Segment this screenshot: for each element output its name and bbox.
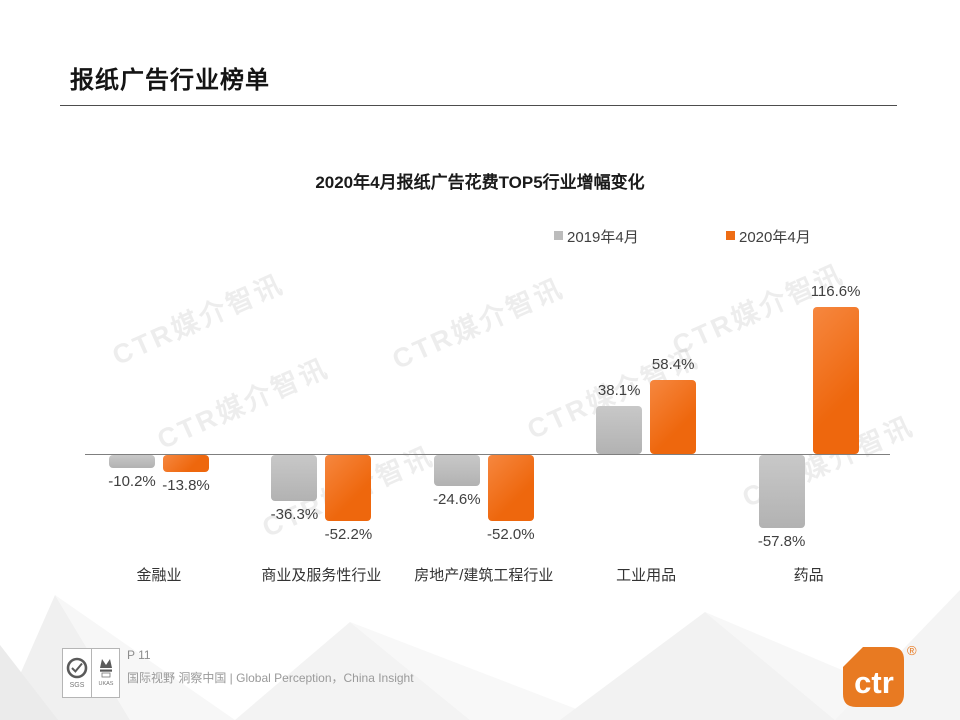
bar-2019年4月-商业及服务性行业 (271, 455, 318, 501)
bar-2019年4月-金融业 (109, 455, 155, 468)
bar-2020年4月-工业用品 (650, 380, 697, 454)
value-label-2020年4月-商业及服务性行业: -52.2% (324, 525, 373, 543)
value-label-2019年4月-房地产/建筑工程行业: -24.6% (433, 490, 481, 508)
ctr-logo: ctr (843, 647, 904, 707)
bar-2020年4月-药品 (812, 307, 859, 454)
bar-2020年4月-房地产/建筑工程行业 (487, 455, 534, 521)
footer-tagline: 国际视野 洞察中国 | Global Perception，China Insi… (127, 671, 414, 685)
legend-label-2019: 2019年4月 (567, 229, 639, 246)
watermark: CTR媒介智讯 (152, 352, 334, 456)
bar-2020年4月-金融业 (163, 455, 209, 473)
bar-2019年4月-药品 (758, 455, 805, 528)
svg-text:UKAS: UKAS (98, 681, 113, 687)
value-label-2019年4月-工业用品: 38.1% (597, 381, 641, 399)
ukas-crown-icon: UKAS (98, 659, 113, 687)
value-label-2019年4月-药品: -57.8% (757, 532, 806, 550)
certification-badges: SGS UKAS (62, 648, 120, 698)
background-polygons (0, 590, 960, 720)
legend-label-2020: 2020年4月 (739, 229, 811, 246)
watermark: CTR媒介智讯 (387, 272, 569, 376)
legend-swatch-2019 (554, 231, 563, 240)
category-label-房地产/建筑工程行业: 房地产/建筑工程行业 (414, 567, 554, 584)
svg-text:ctr: ctr (854, 665, 894, 700)
value-label-2020年4月-工业用品: 58.4% (651, 356, 695, 374)
bar-2020年4月-商业及服务性行业 (325, 455, 372, 521)
value-label-2019年4月-金融业: -10.2% (108, 472, 156, 490)
legend-item-2020: 2020年4月 (726, 226, 811, 247)
value-label-2019年4月-商业及服务性行业: -36.3% (270, 505, 319, 523)
legend-item-2019: 2019年4月 (554, 226, 639, 247)
page-number: P 11 (127, 648, 151, 662)
svg-text:SGS: SGS (70, 682, 85, 689)
value-label-2020年4月-房地产/建筑工程行业: -52.0% (487, 525, 535, 543)
x-axis-zero-line (85, 454, 890, 455)
ukas-badge: UKAS (91, 649, 119, 697)
category-label-金融业: 金融业 (136, 567, 182, 584)
legend-swatch-2020 (726, 231, 735, 240)
bar-2019年4月-房地产/建筑工程行业 (433, 455, 480, 486)
watermark: CTR媒介智讯 (107, 268, 289, 372)
category-label-工业用品: 工业用品 (616, 567, 677, 584)
sgs-badge: SGS (63, 649, 91, 697)
value-label-2020年4月-金融业: -13.8% (162, 477, 210, 495)
value-label-2020年4月-药品: 116.6% (810, 283, 861, 301)
registered-trademark-symbol: ® (907, 643, 917, 658)
page-title: 报纸广告行业榜单 (70, 67, 270, 94)
bar-2019年4月-工业用品 (596, 405, 643, 454)
category-label-药品: 药品 (793, 567, 824, 584)
sgs-check-icon: SGS (66, 657, 88, 689)
chart-title: 2020年4月报纸广告花费TOP5行业增幅变化 (315, 173, 645, 192)
title-divider (60, 105, 897, 106)
category-label-商业及服务性行业: 商业及服务性行业 (261, 567, 382, 584)
